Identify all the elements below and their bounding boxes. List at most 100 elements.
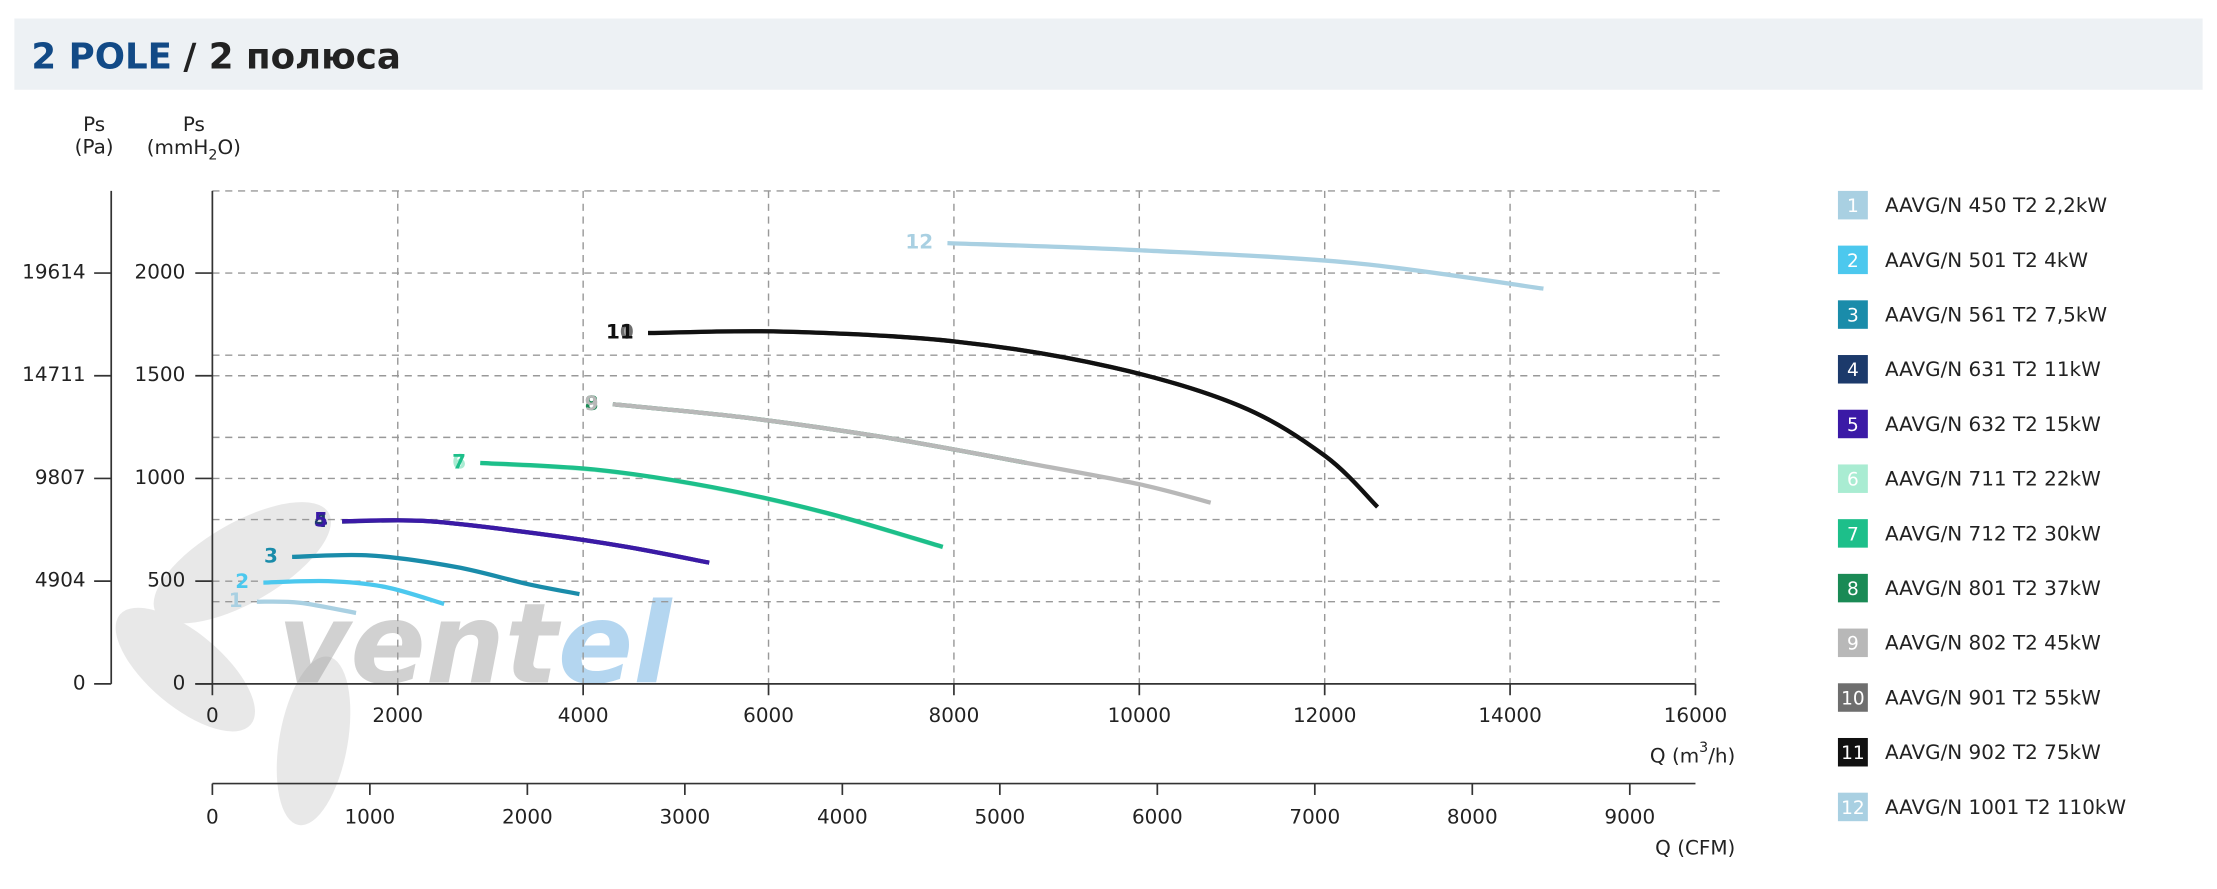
curve-label: 8: [585, 391, 599, 415]
curve-label: 1: [229, 588, 243, 612]
fan-curve: [648, 329, 1380, 509]
curve-label: 12: [905, 230, 933, 254]
legend-label: AAVG/N 711 T2 22kW: [1885, 467, 2101, 491]
legend-swatch: [1837, 355, 1868, 384]
y-tick-label: 2000: [135, 260, 186, 284]
fan-curve: [612, 402, 1212, 505]
y-axis-label-part: O): [217, 135, 240, 159]
title-suffix: / 2 полюса: [183, 36, 400, 77]
legend-swatch: [1837, 409, 1868, 439]
legend-label: AAVG/N 902 T2 75kW: [1885, 740, 2101, 764]
fan-curve: [612, 402, 1027, 465]
x2-tick-label: 8000: [1447, 804, 1498, 828]
x-tick-label: 10000: [1108, 703, 1171, 727]
watermark: ventel: [278, 581, 673, 710]
x2-tick-label: 6000: [1132, 804, 1183, 828]
y2-axis-label: Ps: [83, 112, 105, 136]
y-tick-label: 1000: [135, 465, 186, 489]
y2-tick-label: 9807: [35, 465, 86, 489]
x-tick-label: 0: [206, 703, 219, 727]
x-tick-label: 12000: [1293, 703, 1356, 727]
chart-title: 2 POLE / 2 полюса: [31, 36, 400, 77]
legend-label: AAVG/N 1001 T2 110kW: [1885, 795, 2126, 819]
legend-swatch: [1837, 573, 1868, 603]
legend-swatch: [1837, 792, 1868, 822]
x-tick-label: 14000: [1478, 703, 1541, 727]
legend-label: AAVG/N 501 T2 4kW: [1885, 248, 2088, 272]
legend-number: 3: [1847, 305, 1859, 326]
fan-curve: [256, 599, 357, 616]
x2-tick-label: 5000: [974, 804, 1025, 828]
x2-axis-label: Q (CFM): [1655, 836, 1735, 860]
header-bar: [14, 18, 2203, 90]
y2-tick-label: 14711: [22, 362, 85, 386]
legend-label: AAVG/N 450 T2 2,2kW: [1885, 193, 2107, 217]
watermark-part: el: [558, 581, 673, 710]
curve-label: 9: [585, 391, 599, 415]
legend-label: AAVG/N 901 T2 55kW: [1885, 685, 2101, 709]
fan-curve: [342, 518, 710, 565]
x-tick-label: 2000: [372, 703, 423, 727]
y2-axis-label: (Pa): [75, 135, 114, 159]
x-tick-label: 8000: [929, 703, 980, 727]
x-tick-label: 6000: [743, 703, 794, 727]
y-axis-label: Ps: [183, 112, 205, 136]
legend-swatch: [1837, 300, 1868, 329]
legend-number: 11: [1841, 743, 1865, 764]
x2-tick-label: 4000: [817, 804, 868, 828]
watermark-part: vent: [278, 581, 562, 710]
legend-number: 5: [1847, 415, 1859, 436]
x-axis-label-part: Q (m: [1650, 743, 1699, 767]
y2-tick-label: 4904: [35, 568, 86, 592]
x-tick-label: 4000: [558, 703, 609, 727]
legend-number: 1: [1847, 196, 1859, 217]
fan-curve: [263, 578, 445, 607]
legend-number: 6: [1847, 470, 1859, 491]
fan-curve: [292, 552, 580, 597]
legend-swatch: [1837, 737, 1868, 767]
x-axis-label: Q (m3/h): [1650, 740, 1735, 767]
legend-label: AAVG/N 801 T2 37kW: [1885, 576, 2101, 600]
legend-swatch: [1837, 628, 1868, 658]
y2-tick-label: 0: [73, 670, 86, 694]
legend-label: AAVG/N 561 T2 7,5kW: [1885, 302, 2107, 326]
y-tick-label: 500: [147, 568, 185, 592]
curve-label: 7: [452, 449, 466, 473]
curve-label: 5: [314, 508, 328, 532]
title-main: 2 POLE: [31, 36, 172, 77]
legend-swatch: [1837, 683, 1868, 712]
x2-tick-label: 9000: [1604, 804, 1655, 828]
curve-label: 4: [314, 508, 328, 532]
curve-label: 3: [264, 543, 278, 567]
legend-number: 9: [1847, 634, 1859, 655]
legend-label: AAVG/N 631 T2 11kW: [1885, 357, 2101, 381]
x2-tick-label: 2000: [502, 804, 553, 828]
legend-label: AAVG/N 802 T2 45kW: [1885, 631, 2101, 655]
legend-swatch: [1837, 464, 1868, 493]
legend-number: 7: [1847, 524, 1859, 545]
x2-tick-label: 1000: [344, 804, 395, 828]
legend-number: 4: [1847, 360, 1859, 381]
legend-swatch: [1837, 519, 1868, 548]
legend-number: 2: [1847, 251, 1859, 272]
legend-label: AAVG/N 632 T2 15kW: [1885, 412, 2101, 436]
x2-tick-label: 0: [206, 804, 219, 828]
y-axis-label-part: (mmH: [147, 135, 209, 159]
x-axis-label-part: /h): [1708, 743, 1735, 767]
legend-number: 12: [1841, 798, 1865, 819]
y-tick-label: 1500: [135, 362, 186, 386]
y2-tick-label: 19614: [22, 260, 85, 284]
curve-label: 11: [606, 320, 634, 344]
fan-curve: [947, 240, 1544, 291]
legend-swatch: [1837, 190, 1868, 220]
legend-label: AAVG/N 712 T2 30kW: [1885, 521, 2101, 545]
y-tick-label: 0: [173, 670, 186, 694]
x2-tick-label: 7000: [1289, 804, 1340, 828]
curve-label: 6: [452, 450, 466, 474]
legend-number: 10: [1841, 688, 1865, 709]
y-axis-label-sub: 2: [208, 147, 217, 163]
fan-curve: [480, 460, 944, 549]
x-tick-label: 16000: [1664, 703, 1727, 727]
x2-tick-label: 3000: [659, 804, 710, 828]
